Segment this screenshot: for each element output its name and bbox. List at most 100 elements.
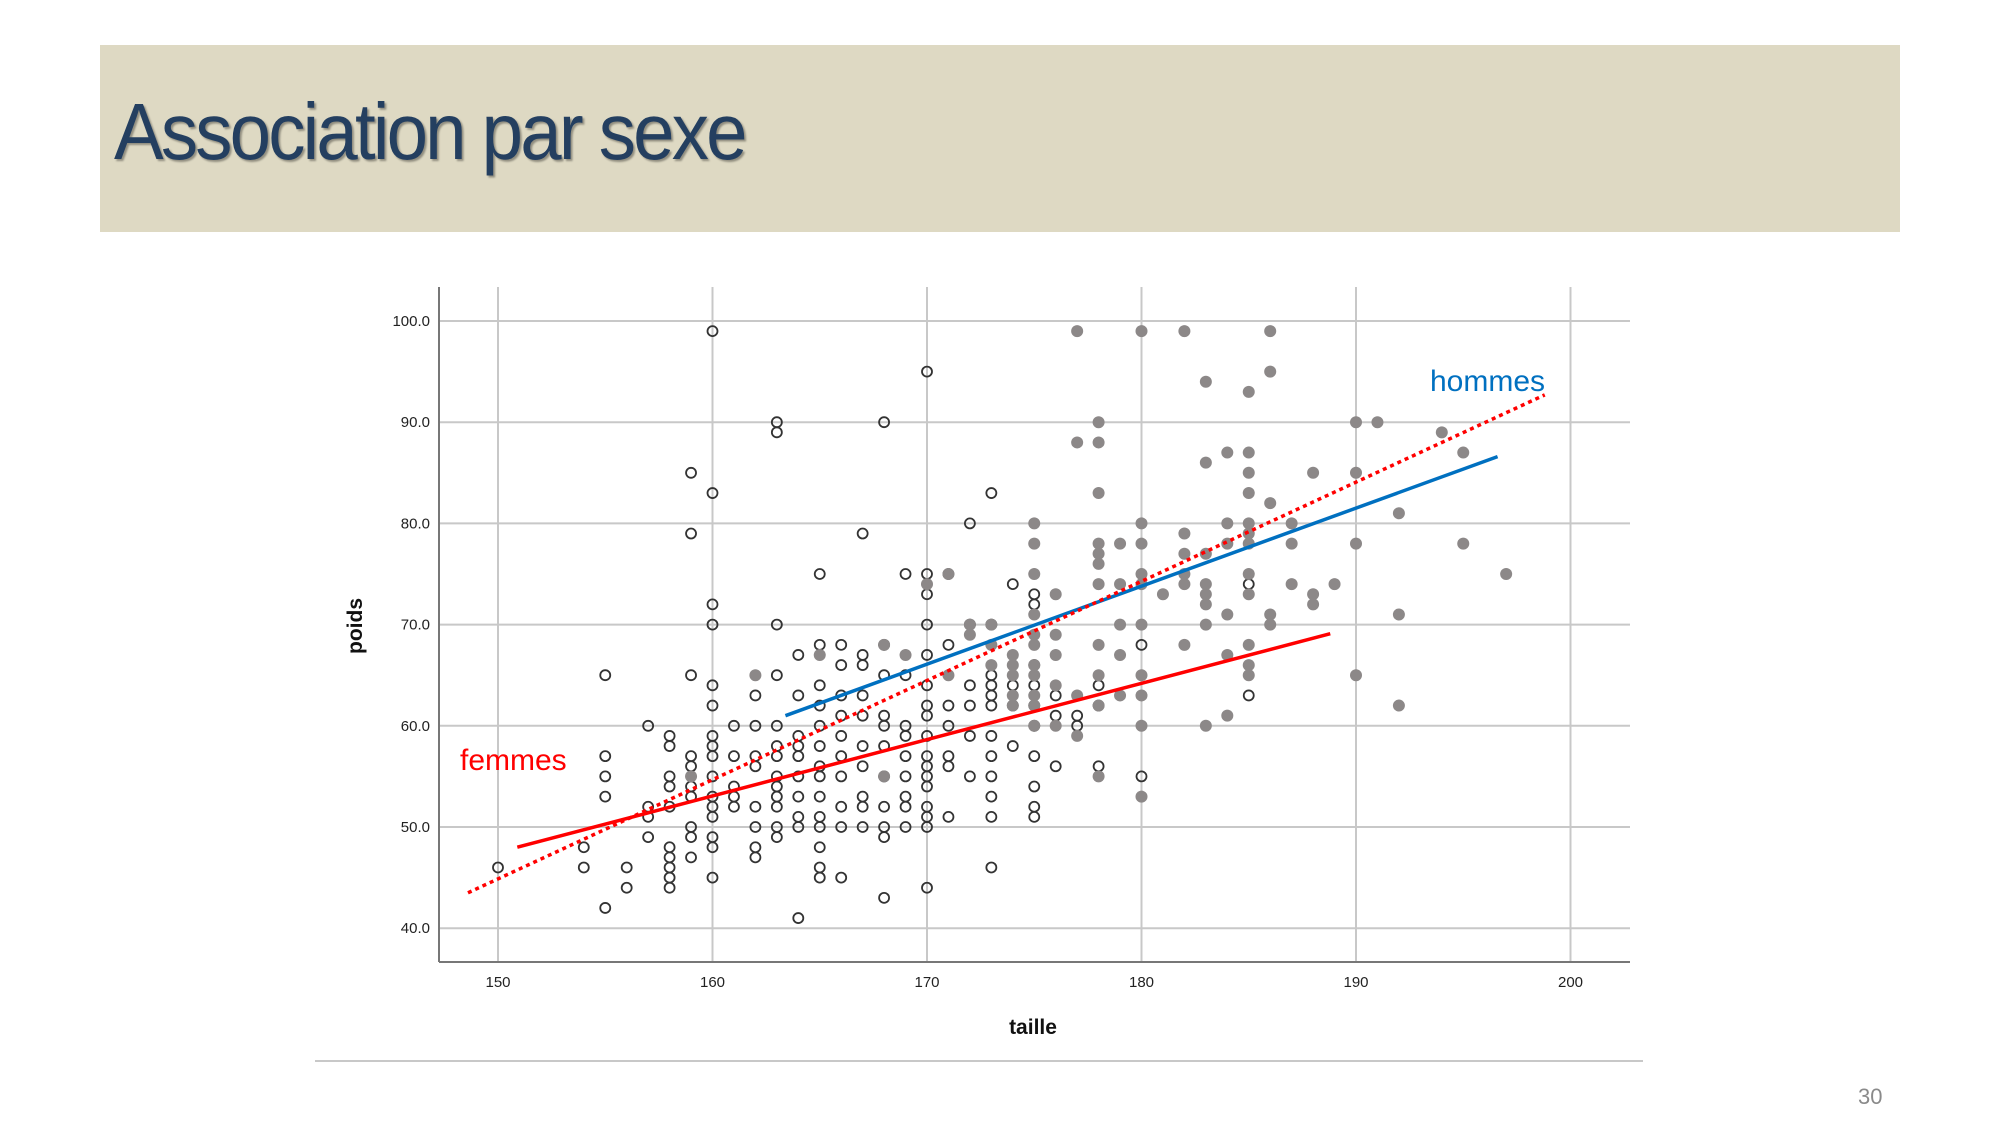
- data-point: [1221, 608, 1234, 621]
- data-point: [1028, 638, 1041, 651]
- data-point: [706, 810, 719, 823]
- data-point: [878, 831, 890, 844]
- data-point: [1199, 578, 1212, 591]
- data-point: [749, 669, 762, 682]
- data-point: [1049, 648, 1062, 661]
- data-point: [749, 760, 762, 773]
- data-point: [813, 770, 826, 783]
- y-tick-labels: 40.0 50.0 60.0 70.0 80.0 90.0 100.0: [392, 313, 430, 937]
- data-point: [1049, 709, 1062, 722]
- data-point: [706, 618, 719, 631]
- data-point: [1178, 325, 1191, 338]
- data-point: [1092, 669, 1105, 682]
- data-point: [792, 689, 805, 702]
- data-point: [856, 689, 869, 702]
- data-point: [942, 810, 955, 823]
- data-point: [706, 841, 719, 854]
- data-point: [1028, 598, 1041, 611]
- data-point: [1049, 689, 1062, 702]
- data-point: [856, 740, 869, 752]
- data-point: [1028, 679, 1041, 692]
- data-point: [770, 750, 783, 763]
- data-point: [899, 800, 912, 813]
- data-point: [899, 821, 912, 833]
- x-tick-label: 150: [485, 974, 510, 991]
- data-point: [1178, 578, 1191, 591]
- data-point: [1242, 588, 1255, 601]
- data-point: [942, 699, 955, 712]
- data-point: [1049, 760, 1062, 773]
- footer-divider: [315, 1060, 1643, 1062]
- y-tick-label: 70.0: [401, 617, 430, 634]
- data-point: [1350, 416, 1362, 429]
- data-point: [1199, 598, 1212, 611]
- data-point: [1392, 507, 1405, 520]
- page-number: 30: [1858, 1084, 1883, 1109]
- data-point: [792, 740, 805, 752]
- data-point: [1264, 618, 1277, 631]
- data-point: [964, 699, 976, 712]
- data-point: [749, 800, 762, 813]
- data-point: [1114, 648, 1127, 661]
- data-point: [1350, 466, 1362, 479]
- data-point: [1285, 517, 1298, 530]
- data-point: [770, 831, 783, 844]
- data-point: [1135, 568, 1148, 580]
- y-tick-label: 100.0: [392, 313, 430, 330]
- data-point: [964, 517, 976, 530]
- data-point: [599, 770, 612, 783]
- data-point: [1092, 638, 1105, 651]
- data-point: [964, 679, 976, 692]
- data-point: [1135, 669, 1148, 682]
- data-point: [1135, 689, 1148, 702]
- data-point: [749, 851, 762, 864]
- data-point: [942, 669, 955, 682]
- data-point: [792, 790, 805, 803]
- data-point: [770, 669, 783, 682]
- data-point: [985, 679, 998, 692]
- data-point: [878, 800, 890, 813]
- data-point: [1092, 436, 1105, 449]
- data-point: [942, 750, 955, 763]
- data-point: [1049, 588, 1062, 601]
- data-point: [1071, 436, 1084, 449]
- data-point: [1135, 618, 1148, 631]
- x-tick-label: 200: [1558, 974, 1583, 991]
- data-point: [899, 568, 912, 580]
- data-point: [1028, 628, 1041, 641]
- data-point: [1199, 375, 1212, 388]
- data-point: [577, 861, 590, 874]
- data-point: [1114, 578, 1127, 591]
- data-point: [921, 578, 933, 591]
- data-point: [599, 790, 612, 803]
- data-point: [1199, 588, 1212, 601]
- data-point: [1006, 659, 1019, 672]
- axes: [438, 287, 1630, 963]
- data-point: [1092, 416, 1105, 429]
- data-point: [985, 750, 998, 763]
- data-point: [1006, 689, 1019, 702]
- x-axis-title: taille: [1009, 1016, 1057, 1039]
- data-point: [813, 679, 826, 692]
- data-point: [1242, 517, 1255, 530]
- data-point: [728, 790, 740, 803]
- femmes-fit-line: [516, 632, 1331, 849]
- data-point: [728, 719, 740, 732]
- data-point: [813, 638, 826, 651]
- data-point: [921, 881, 933, 894]
- data-point: [813, 648, 826, 661]
- data-point: [985, 669, 998, 682]
- data-point: [1457, 446, 1470, 459]
- hommes-label: hommes: [1430, 365, 1545, 398]
- data-point: [856, 821, 869, 833]
- data-point: [1028, 750, 1041, 763]
- data-point: [899, 648, 912, 661]
- data-point: [1242, 689, 1255, 702]
- data-point: [663, 861, 676, 874]
- data-point: [663, 881, 676, 894]
- y-tick-label: 60.0: [401, 718, 430, 735]
- regression-lines: [467, 393, 1546, 895]
- data-point: [1242, 466, 1255, 479]
- data-point: [1178, 527, 1191, 540]
- data-point: [856, 800, 869, 813]
